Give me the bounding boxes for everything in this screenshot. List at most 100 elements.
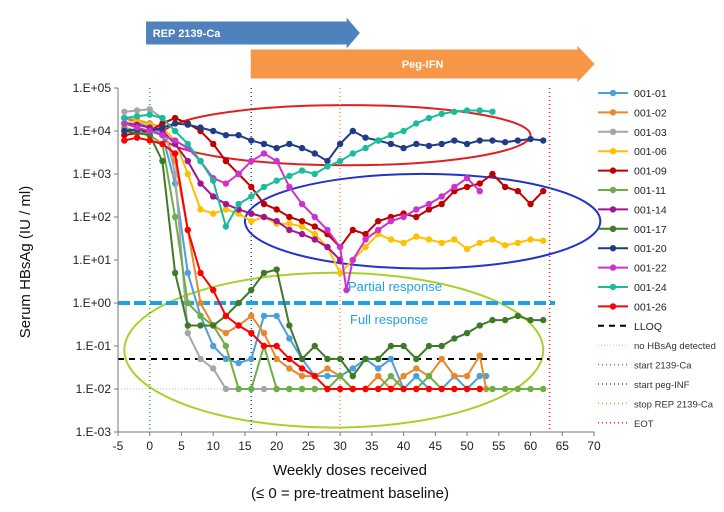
data-point (336, 372, 344, 380)
data-point (197, 299, 204, 307)
data-point (375, 137, 382, 144)
legend-entry-label: 001-02 (634, 107, 667, 119)
data-point (400, 372, 407, 380)
data-point (222, 223, 230, 230)
data-point (159, 140, 166, 148)
data-point (400, 213, 407, 221)
data-point (489, 108, 496, 115)
data-point (375, 217, 382, 225)
data-point (463, 140, 471, 148)
legend-swatch-marker (609, 225, 617, 232)
data-point (463, 107, 471, 114)
data-point (362, 355, 369, 363)
data-point (260, 269, 268, 277)
data-point (311, 170, 318, 178)
data-point (463, 174, 471, 182)
data-point (273, 157, 280, 165)
x-tick-label: 30 (333, 439, 347, 453)
legend-swatch-marker (609, 109, 617, 116)
data-point (438, 200, 445, 208)
data-point (298, 223, 306, 230)
data-point (133, 134, 141, 141)
full-response-label: Full response (350, 312, 428, 327)
data-point (463, 183, 471, 191)
data-point (324, 355, 331, 363)
data-point (476, 352, 483, 359)
data-point (286, 220, 293, 227)
data-point (210, 177, 217, 184)
data-point (146, 127, 153, 135)
series-line (124, 117, 488, 391)
legend-entry-label: EOT (634, 419, 654, 430)
data-point (476, 107, 483, 114)
data-point (273, 217, 280, 225)
legend-entry-label: 001-24 (634, 282, 667, 294)
legend-swatch-marker (609, 206, 617, 213)
data-point (540, 187, 547, 195)
series-line (124, 122, 341, 261)
data-point (184, 226, 192, 234)
data-point (438, 239, 445, 247)
data-point (514, 239, 522, 247)
data-point (286, 385, 293, 393)
data-point (438, 193, 445, 200)
data-point (171, 120, 179, 127)
series-001-24 (121, 107, 496, 230)
data-point (425, 206, 433, 213)
x-tick-label: 50 (460, 439, 474, 453)
data-point (451, 108, 458, 115)
data-point (273, 355, 280, 363)
data-point (171, 269, 179, 277)
data-point (121, 137, 128, 144)
data-point (184, 121, 192, 128)
data-point (286, 365, 293, 372)
data-point (197, 157, 204, 165)
data-point (184, 170, 192, 178)
data-point (311, 150, 318, 157)
data-point (248, 385, 255, 393)
data-point (387, 372, 395, 380)
data-point (133, 113, 141, 120)
data-point (514, 312, 522, 320)
data-point (298, 355, 306, 363)
legend-entry-label: no HBsAg detected (634, 341, 716, 352)
data-point (171, 150, 179, 157)
axes: -5 0 5 10 15 20 25 30 35 40 45 50 55 60 65 70 1.E-03 1.E-… (73, 81, 601, 453)
legend-entry-label: 001-14 (634, 204, 667, 216)
data-point (413, 140, 420, 148)
data-point (527, 135, 534, 143)
data-point (501, 316, 509, 324)
data-point (298, 167, 306, 174)
data-point (286, 140, 293, 148)
treatment-arrows: REP 2139-Ca Peg-IFN (146, 17, 595, 83)
data-point (349, 365, 357, 372)
data-point (527, 236, 534, 243)
data-point (438, 342, 445, 350)
data-point (248, 329, 255, 337)
arrow-label: Peg-IFN (402, 59, 444, 71)
data-point (476, 137, 483, 144)
data-point (336, 269, 344, 277)
data-point (273, 342, 280, 350)
x-tick-label: 15 (238, 439, 252, 453)
data-point (324, 372, 331, 380)
legend-swatch-marker (609, 283, 617, 291)
legend-entry-label: start 2139-Ca (634, 361, 692, 372)
data-point (527, 316, 534, 324)
data-point (425, 385, 433, 393)
data-point (286, 172, 293, 180)
data-point (540, 237, 547, 244)
data-point (159, 114, 166, 122)
data-point (527, 385, 534, 393)
data-point (222, 329, 230, 337)
data-point (324, 243, 331, 251)
series-001-26 (121, 134, 483, 393)
data-point (387, 217, 395, 225)
data-point (375, 365, 382, 372)
data-point (362, 134, 369, 141)
arrow-pegifn (250, 45, 595, 83)
legend-swatch-marker (609, 89, 617, 97)
data-point (248, 157, 255, 165)
x-tick-label: 10 (207, 439, 221, 453)
data-point (184, 322, 192, 329)
